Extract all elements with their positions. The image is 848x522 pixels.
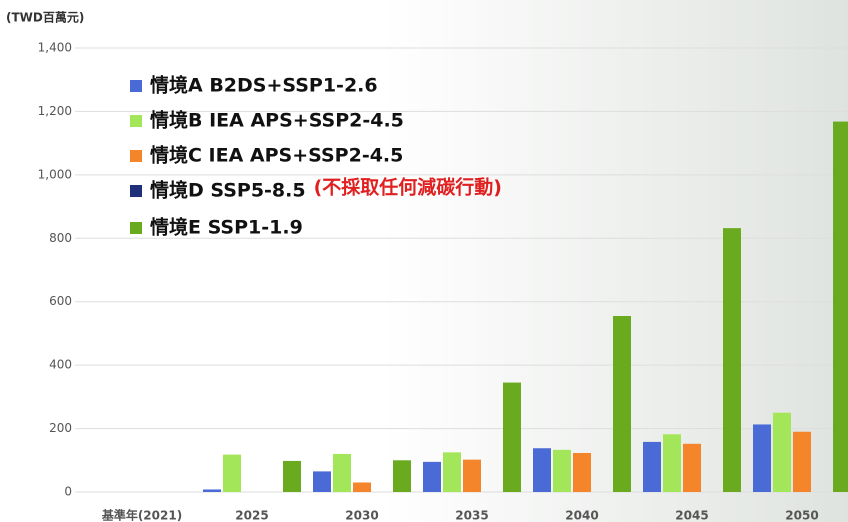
- background: [0, 0, 848, 522]
- legend-label: 情境D SSP5-8.5: [150, 179, 306, 202]
- bar: [503, 383, 521, 492]
- bar: [553, 450, 571, 492]
- bar: [223, 455, 241, 492]
- legend-swatch: [130, 115, 142, 127]
- y-tick-label: 200: [49, 421, 72, 435]
- bar: [203, 489, 221, 492]
- page: {"chart_data": {"type": "bar", "unit_lab…: [0, 0, 848, 522]
- bar: [393, 460, 411, 492]
- y-tick-label: 600: [49, 294, 72, 308]
- legend-label: 情境B IEA APS+SSP2-4.5: [150, 109, 404, 132]
- bar: [833, 122, 848, 492]
- bar: [663, 434, 681, 492]
- legend-swatch: [130, 185, 142, 197]
- bar: [533, 448, 551, 492]
- legend-label: 情境A B2DS+SSP1-2.6: [150, 74, 378, 97]
- bar: [773, 413, 791, 492]
- y-tick-label: 1,000: [38, 167, 72, 181]
- bar: [573, 453, 591, 492]
- y-tick-label: 400: [49, 358, 72, 372]
- x-tick-label: 2050: [785, 509, 818, 522]
- chart: (TWD百萬元) 0 200 400 600 800 1,000 1,200 1,400 基準年…: [0, 0, 848, 522]
- bar: [683, 444, 701, 492]
- bar: [353, 482, 371, 492]
- annotation: (不採取任何減碳行動): [314, 176, 502, 199]
- x-tick-label: 2025: [235, 509, 268, 522]
- x-tick-label: 2030: [345, 509, 378, 522]
- y-tick-label: 1,400: [38, 41, 72, 55]
- legend-swatch: [130, 150, 142, 162]
- y-tick-label: 1,200: [38, 104, 72, 118]
- bar: [333, 454, 351, 492]
- legend-label: 情境C IEA APS+SSP2-4.5: [150, 144, 403, 167]
- bar: [643, 442, 661, 492]
- bar: [443, 452, 461, 492]
- legend-swatch: [130, 80, 142, 92]
- x-tick-label: 2040: [565, 509, 598, 522]
- bar: [613, 316, 631, 492]
- bar: [463, 460, 481, 492]
- y-tick-label: 800: [49, 231, 72, 245]
- x-tick-label: 2045: [675, 509, 708, 522]
- bar: [793, 432, 811, 492]
- bar: [723, 228, 741, 492]
- legend-swatch: [130, 222, 142, 234]
- bar: [753, 424, 771, 492]
- bar: [423, 462, 441, 492]
- x-tick-label: 基準年(2021): [101, 508, 182, 522]
- y-tick-label: 0: [64, 485, 72, 499]
- bar: [313, 471, 331, 492]
- bar: [283, 461, 301, 492]
- legend-label: 情境E SSP1-1.9: [150, 216, 303, 239]
- x-tick-label: 2035: [455, 509, 488, 522]
- unit-label: (TWD百萬元): [6, 10, 84, 25]
